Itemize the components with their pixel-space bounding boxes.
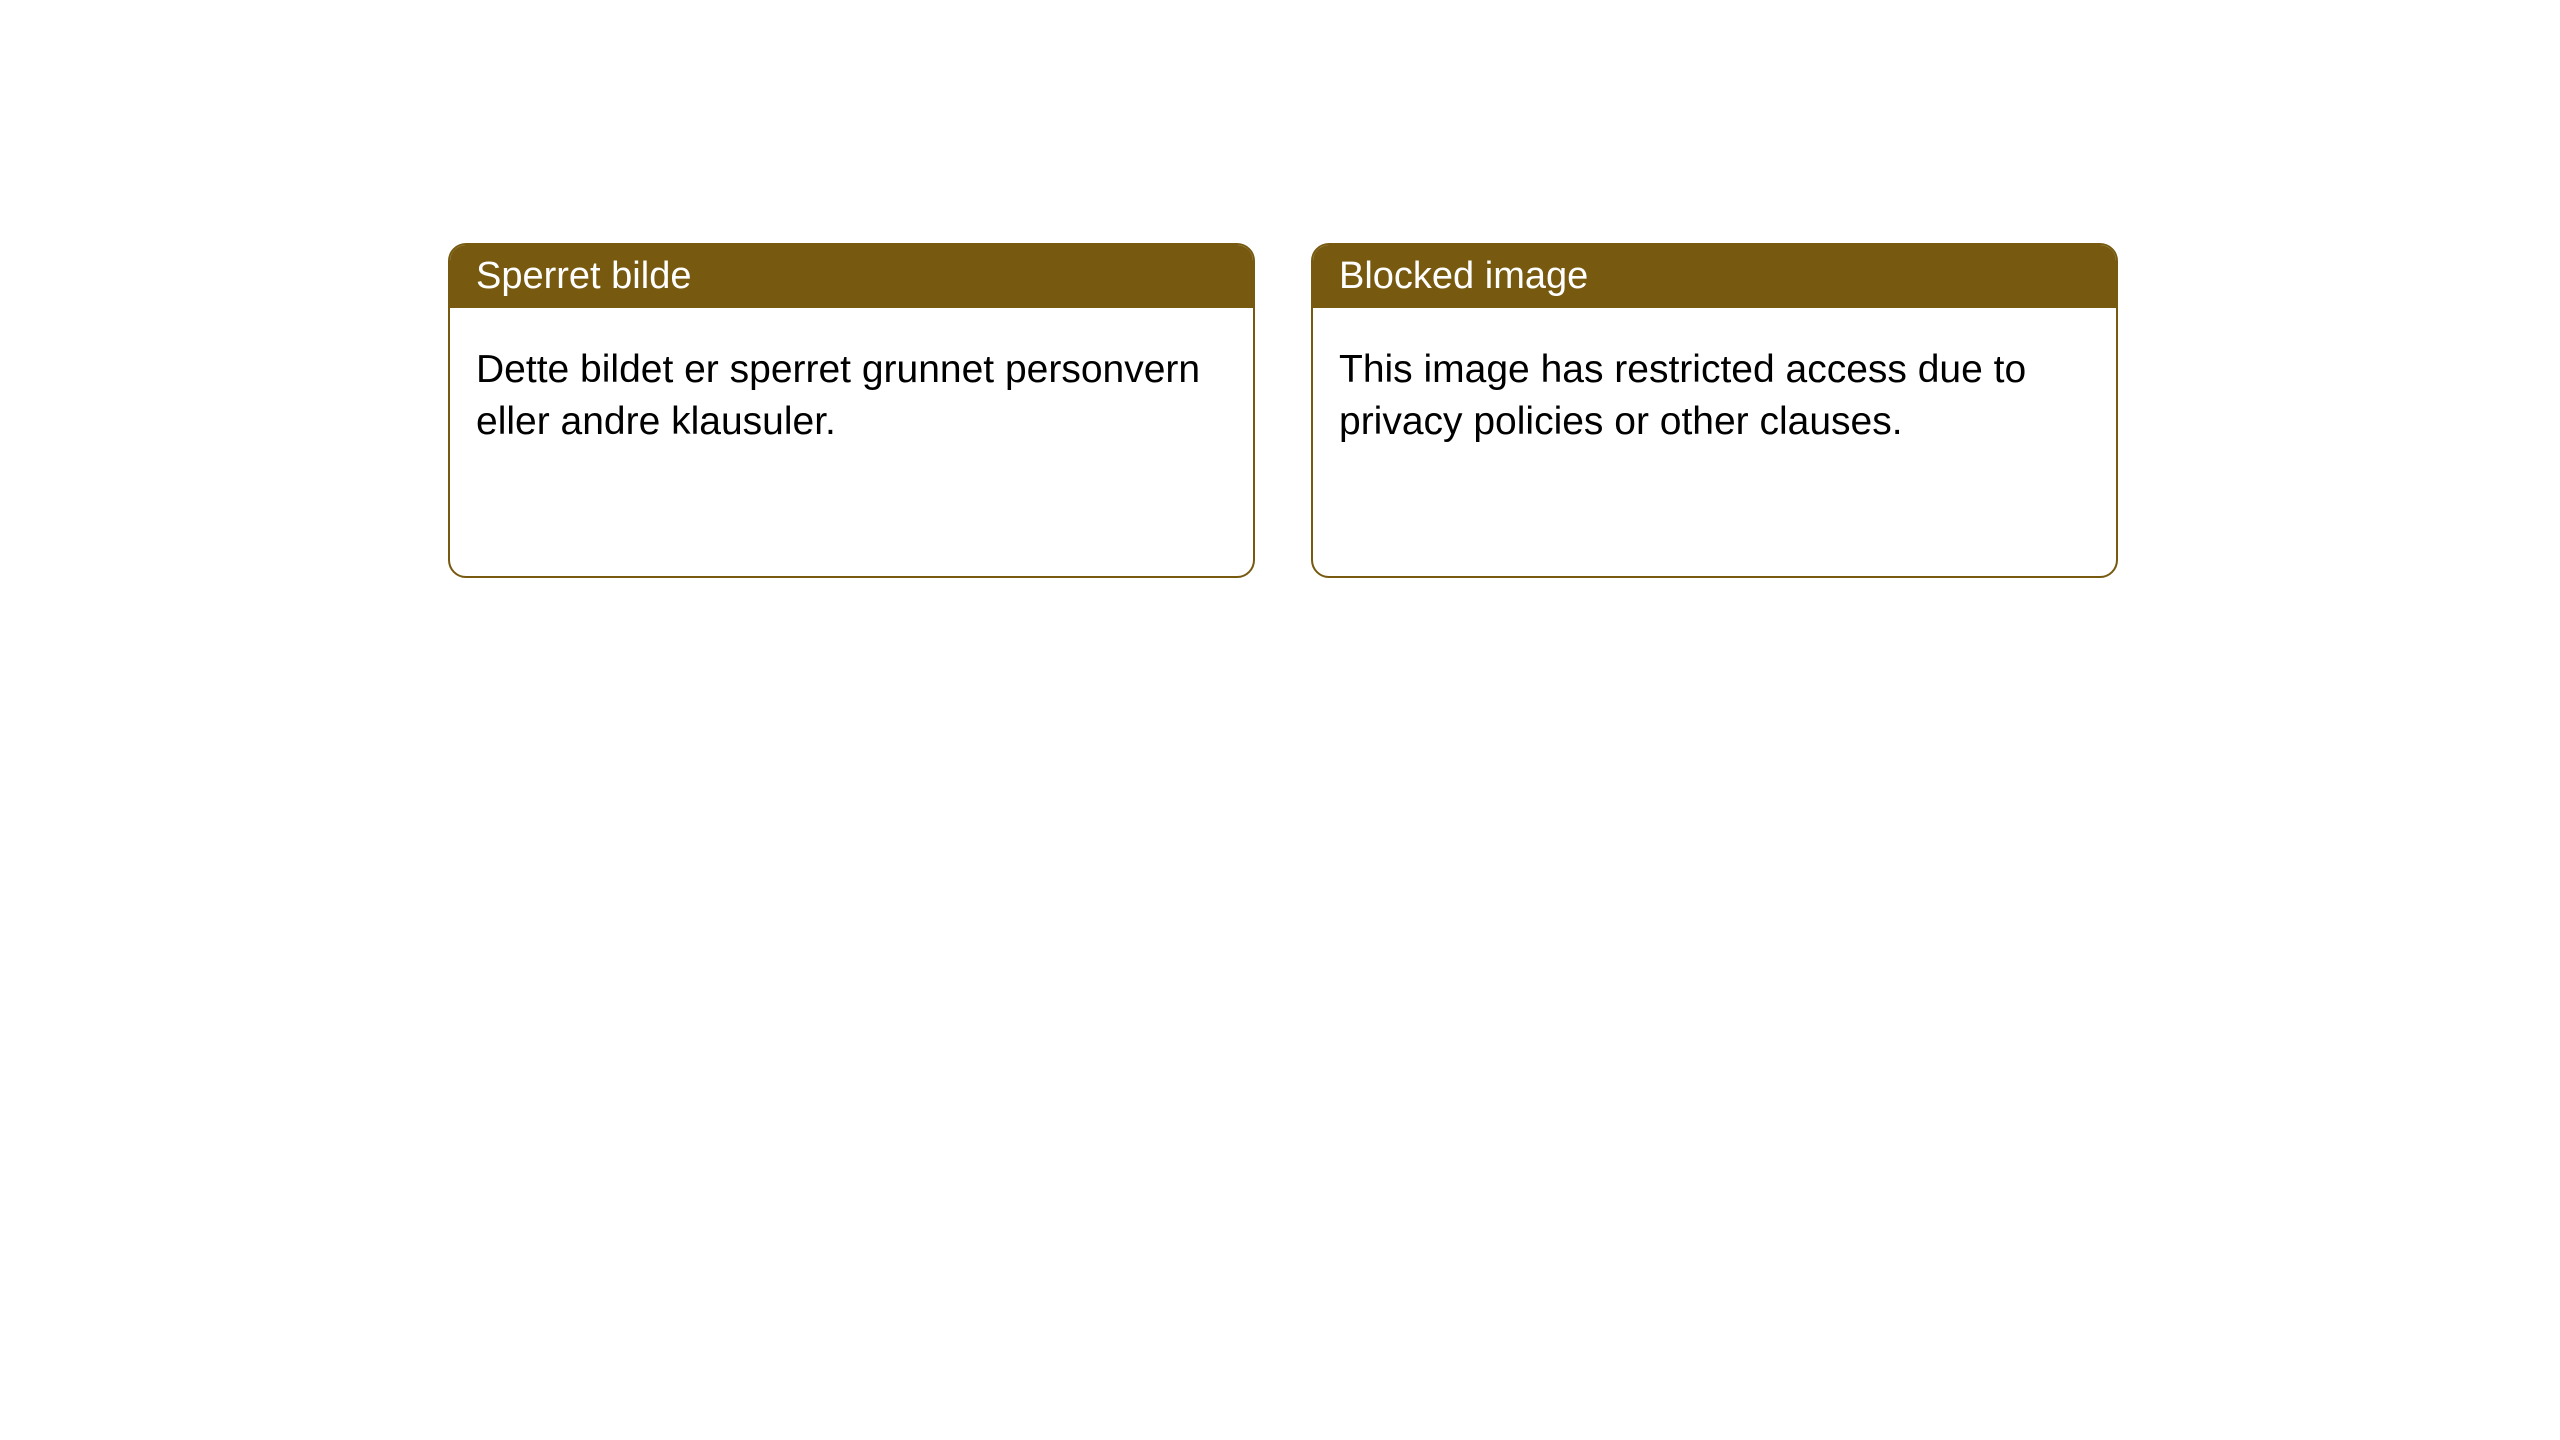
card-body-text: This image has restricted access due to … — [1339, 348, 2026, 443]
notice-container: Sperret bilde Dette bildet er sperret gr… — [0, 0, 2560, 578]
card-body-text: Dette bildet er sperret grunnet personve… — [476, 348, 1200, 443]
card-header: Sperret bilde — [450, 245, 1253, 308]
blocked-image-card-norwegian: Sperret bilde Dette bildet er sperret gr… — [448, 243, 1255, 578]
card-body: This image has restricted access due to … — [1313, 308, 2116, 484]
card-header: Blocked image — [1313, 245, 2116, 308]
card-header-text: Blocked image — [1339, 255, 1588, 297]
card-header-text: Sperret bilde — [476, 255, 691, 297]
card-body: Dette bildet er sperret grunnet personve… — [450, 308, 1253, 484]
blocked-image-card-english: Blocked image This image has restricted … — [1311, 243, 2118, 578]
